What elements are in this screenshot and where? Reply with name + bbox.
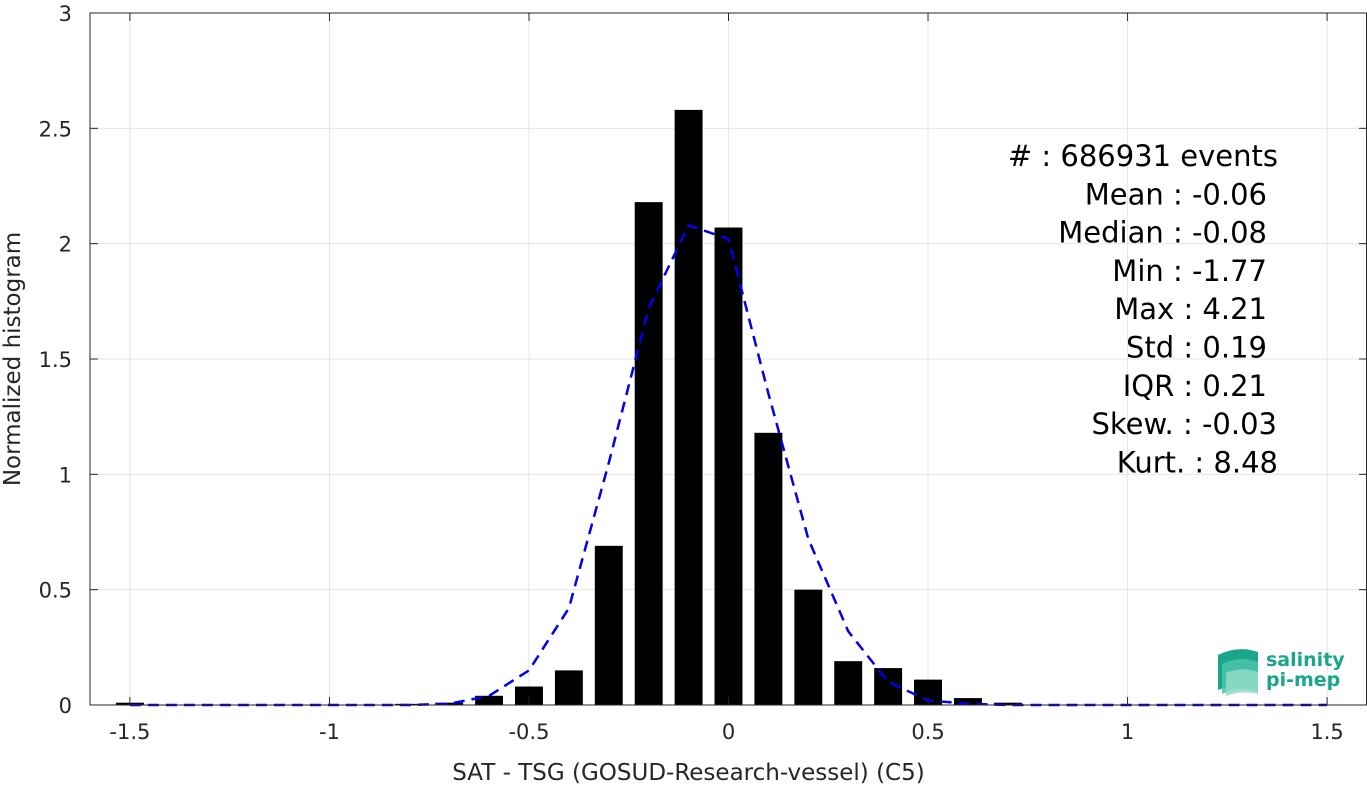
histogram-bar-11 [554, 670, 583, 705]
histogram-bar-16 [754, 432, 783, 705]
histogram-bar-17 [794, 589, 823, 705]
stats-line-6: IQR : 0.21 [1123, 369, 1267, 403]
histogram-bar-13 [634, 202, 663, 705]
histogram-bar-15 [714, 227, 743, 705]
x-axis-title: SAT - TSG (GOSUD-Research-vessel) (C5) [452, 760, 924, 785]
stats-annotations: # : 686931 events Mean : -0.06 Median : -0… [1008, 139, 1278, 479]
histogram-bar-12 [594, 545, 623, 705]
x-tick-label-3: 0 [722, 720, 735, 744]
stats-line-8: Kurt. : 8.48 [1117, 445, 1278, 479]
x-tick-label-2: -0.5 [508, 720, 549, 744]
y-tick-label-5: 2.5 [39, 117, 72, 141]
logo-line2: pi-mep [1266, 669, 1340, 691]
histogram-bar-22 [993, 702, 1022, 705]
histogram-bar-10 [515, 686, 543, 705]
histogram-bar-14 [674, 109, 703, 705]
salinity-pi-mep-logo: salinity pi-mep [1218, 649, 1345, 696]
stats-line-5: Std : 0.19 [1126, 331, 1267, 365]
y-tick-label-3: 1.5 [39, 348, 72, 372]
y-tick-label-0: 0 [59, 694, 72, 718]
x-tick-label-1: -1 [319, 720, 340, 744]
logo-line1: salinity [1266, 649, 1345, 671]
x-tick-label-5: 1 [1121, 720, 1134, 744]
stats-line-1: Mean : -0.06 [1085, 177, 1267, 211]
stats-line-0: # : 686931 events [1008, 139, 1278, 173]
y-axis-title: Normalized histogram [0, 232, 26, 486]
histogram-bars [115, 109, 1022, 705]
stats-line-4: Max : 4.21 [1114, 292, 1267, 326]
x-tick-label-0: -1.5 [109, 720, 150, 744]
y-axis-ticks: 0 0.5 1 1.5 2 2.5 3 [39, 2, 1367, 718]
histogram-bar-9 [475, 695, 504, 705]
stats-line-2: Median : -0.08 [1058, 216, 1267, 250]
stats-line-7: Skew. : -0.03 [1091, 407, 1277, 441]
logo-wave-icon [1218, 649, 1258, 696]
x-axis-ticks: -1.5 -1 -0.5 0 0.5 1 1.5 [109, 13, 1344, 744]
y-tick-label-6: 3 [59, 2, 72, 26]
stats-line-3: Min : -1.77 [1112, 254, 1267, 288]
y-tick-label-2: 1 [59, 463, 72, 487]
histogram-bar-18 [834, 661, 863, 705]
y-tick-label-1: 0.5 [39, 579, 72, 603]
x-tick-label-6: 1.5 [1310, 720, 1343, 744]
x-tick-label-4: 0.5 [911, 720, 944, 744]
histogram-bar-21 [953, 698, 982, 705]
histogram-bar-8 [435, 702, 464, 705]
y-tick-label-4: 2 [59, 233, 72, 257]
